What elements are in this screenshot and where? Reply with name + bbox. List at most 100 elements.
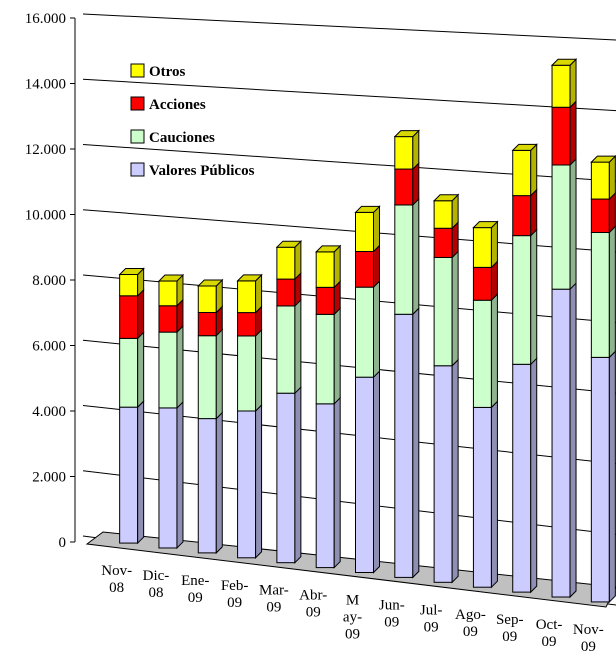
bar-segment — [512, 195, 532, 237]
legend-swatch — [130, 129, 145, 144]
bar-segment — [197, 335, 217, 420]
bar-segment — [590, 161, 610, 200]
x-tick-label: 09 — [345, 627, 360, 643]
chart-floor-plane — [85, 531, 616, 608]
bar-top — [472, 221, 499, 229]
x-tick-label: 09 — [502, 629, 517, 645]
bar-segment — [433, 365, 453, 583]
bar-segment — [315, 313, 335, 405]
bar-segment-side — [333, 307, 341, 406]
bar-segment-side — [490, 293, 498, 409]
bar-segment-side — [530, 188, 538, 237]
bars — [118, 58, 616, 604]
x-tick-label: Ene- — [181, 573, 209, 589]
bar-segment — [158, 305, 178, 333]
bar-segment — [355, 211, 374, 252]
bar-segment-side — [569, 100, 577, 167]
bar-stack — [511, 143, 538, 594]
bar-top — [157, 274, 185, 282]
bar-segment-side — [490, 400, 498, 589]
bar-segment — [394, 313, 414, 578]
bar-segment — [158, 331, 178, 409]
bar-top — [275, 240, 303, 248]
y-tick-label: 4.000 — [32, 404, 66, 420]
x-tick-label: 09 — [542, 634, 557, 650]
bar-segment — [472, 299, 492, 408]
bar-segment — [551, 288, 571, 598]
bar-segment-side — [137, 288, 145, 340]
bar-segment-side — [215, 411, 223, 555]
bar-segment — [590, 231, 610, 358]
x-tick-label: 08 — [148, 585, 163, 601]
legend-swatch — [130, 162, 145, 177]
bar-segment-side — [490, 220, 498, 269]
bar-segment — [276, 278, 296, 307]
legend-swatch — [130, 96, 145, 111]
bar-top — [118, 268, 145, 276]
x-tick-label: Jun- — [379, 597, 405, 613]
bar-segment-side — [176, 324, 184, 410]
y-tick-label: 12.000 — [25, 142, 66, 158]
bar-segment — [590, 198, 610, 233]
bar-segment — [197, 311, 217, 337]
bar-segment — [512, 235, 532, 365]
bar-segment — [394, 168, 414, 206]
x-tick-label: 09 — [266, 600, 281, 616]
bar-segment — [197, 285, 217, 313]
bar-segment-side — [137, 399, 145, 545]
bar-top — [236, 274, 263, 282]
bar-segment — [276, 305, 296, 394]
bar-segment — [237, 280, 257, 314]
y-tick-label: 2.000 — [32, 470, 66, 486]
bar-stack — [550, 58, 578, 599]
bar-segment — [551, 164, 571, 290]
bar-top — [197, 279, 224, 287]
bar-segment-side — [608, 225, 616, 359]
bar-segment — [433, 227, 453, 258]
x-tick-label: Feb- — [221, 578, 249, 594]
y-tick-label: 16.000 — [25, 11, 66, 27]
x-tick-label: ay- — [343, 610, 362, 626]
x-tick-label: Dic- — [143, 568, 170, 584]
bar-segment — [197, 418, 217, 554]
gridline — [82, 13, 616, 41]
gridline — [82, 78, 616, 112]
bar-segment — [551, 64, 571, 108]
bar-stack — [472, 220, 499, 589]
bar-segment-side — [451, 358, 459, 584]
bar-segment — [512, 363, 532, 593]
bar-segment — [355, 286, 374, 378]
bar-segment-side — [530, 228, 538, 366]
x-tick-label: Sep- — [496, 612, 524, 628]
legend-label: Acciones — [149, 97, 206, 113]
x-tick-label: M — [346, 593, 359, 609]
bar-segment-side — [412, 197, 420, 316]
bar-segment-side — [215, 328, 223, 420]
bar-segment-side — [294, 298, 302, 395]
bar-top — [314, 245, 342, 253]
bar-segment — [472, 266, 492, 301]
bar-stack — [118, 267, 145, 545]
bar-segment — [158, 407, 178, 549]
bar-segment — [315, 403, 335, 569]
bar-segment — [512, 149, 532, 197]
bar-stack — [432, 193, 460, 584]
bar-stack — [157, 273, 185, 550]
bar-segment — [355, 376, 374, 573]
bar-segment-side — [333, 244, 341, 289]
bar-segment — [315, 251, 335, 288]
bar-segment-side — [176, 400, 184, 550]
bar-segment — [472, 227, 492, 268]
bar-top — [511, 143, 538, 151]
bar-segment — [394, 136, 414, 170]
x-tick-label: 09 — [463, 624, 478, 640]
bar-segment — [315, 286, 335, 315]
bar-segment — [119, 274, 139, 297]
bar-segment-side — [569, 58, 577, 109]
bar-segment-side — [412, 307, 420, 579]
y-tick-labels: 0 2.000 4.000 6.000 8.000 10.000 12.000 14.000 1… — [25, 11, 75, 551]
bar-segment — [472, 406, 492, 588]
y-tick-label: 14.000 — [25, 77, 66, 93]
x-tick-label: 09 — [384, 614, 399, 630]
